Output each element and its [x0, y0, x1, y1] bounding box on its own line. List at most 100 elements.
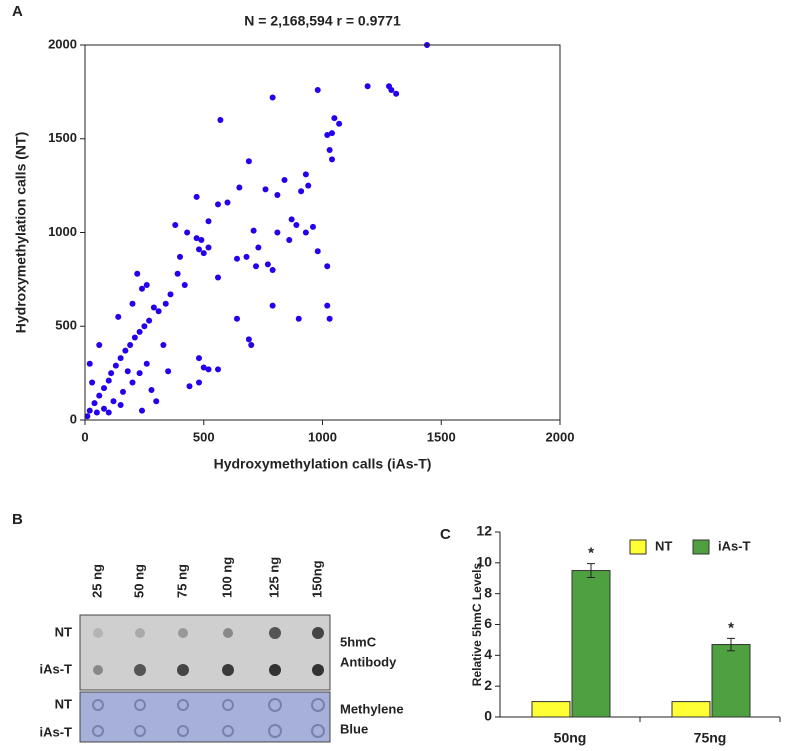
point	[136, 328, 143, 335]
y-tick-label: 0	[70, 411, 77, 426]
point	[298, 188, 305, 195]
point	[120, 388, 126, 395]
point	[250, 227, 257, 234]
point	[184, 229, 191, 236]
y-tick-label: 6	[484, 615, 492, 631]
point	[281, 177, 288, 183]
row-label: NT	[55, 696, 72, 711]
point	[96, 342, 103, 348]
chart-title: N = 2,168,594 r = 0.9771	[244, 13, 401, 29]
point	[224, 199, 231, 206]
point	[196, 355, 202, 362]
point	[115, 313, 122, 320]
point	[196, 379, 202, 386]
point	[117, 402, 124, 408]
point	[274, 229, 281, 236]
panel-letter: B	[12, 511, 23, 528]
point	[129, 379, 136, 386]
point	[314, 248, 321, 255]
legend-label: iAs-T	[718, 538, 751, 553]
point	[293, 222, 300, 228]
point	[288, 216, 295, 223]
point	[112, 362, 119, 369]
point	[200, 250, 207, 257]
point	[329, 130, 335, 137]
point	[205, 218, 212, 225]
point	[324, 302, 331, 309]
point	[269, 267, 276, 273]
y-tick-label: 500	[55, 318, 77, 333]
x-tick-label: 500	[193, 429, 215, 444]
point	[217, 117, 224, 123]
point	[117, 355, 124, 362]
y-tick-label: 0	[484, 708, 492, 724]
point	[101, 405, 107, 412]
x-tick-label: 0	[81, 429, 88, 444]
point	[155, 308, 162, 315]
y-axis-label: Hydroxymethylation calls (NT)	[13, 132, 29, 334]
point	[205, 244, 212, 251]
point	[200, 364, 207, 371]
error-bar	[727, 637, 735, 652]
point	[162, 300, 169, 307]
panel-letter: A	[12, 3, 23, 20]
point	[108, 370, 115, 377]
point	[101, 385, 107, 392]
y-tick-label: 8	[484, 584, 492, 600]
point	[96, 392, 103, 399]
x-tick-label: 75ng	[694, 730, 727, 746]
lane-label: 75 ng	[174, 564, 189, 598]
legend-label: NT	[655, 538, 672, 553]
point	[262, 186, 269, 193]
lane-label: 25 ng	[89, 564, 104, 598]
point	[336, 120, 343, 127]
point	[129, 300, 136, 307]
point	[134, 270, 141, 277]
x-tick-label: 50ng	[554, 730, 587, 746]
point	[196, 246, 202, 253]
y-tick-label: 1000	[48, 224, 77, 239]
stain-dots	[92, 698, 325, 738]
y-tick-label: 4	[484, 646, 492, 662]
lane-label: 150ng	[309, 560, 324, 598]
point	[388, 87, 395, 93]
point	[146, 317, 153, 324]
point	[193, 235, 200, 242]
point	[310, 223, 316, 230]
point	[324, 132, 331, 138]
point	[165, 368, 172, 375]
point	[91, 400, 98, 407]
point	[127, 342, 134, 348]
point	[139, 285, 145, 292]
lane-label: 50 ng	[131, 564, 146, 598]
point	[89, 379, 96, 386]
plot-frame	[84, 44, 561, 421]
point	[193, 193, 200, 200]
point	[264, 261, 271, 268]
point	[364, 83, 371, 90]
blot-label: Methylene	[340, 701, 404, 716]
point	[198, 237, 205, 243]
point	[186, 383, 193, 390]
point	[302, 171, 309, 178]
row-label: iAs-T	[40, 724, 73, 739]
blot-label: Blue	[340, 721, 368, 736]
x-tick-label: 1000	[308, 429, 337, 444]
point	[215, 201, 221, 208]
legend-swatch	[692, 539, 710, 555]
point	[177, 253, 183, 260]
point	[167, 291, 174, 298]
point	[326, 147, 333, 153]
point	[236, 184, 243, 191]
point	[329, 156, 335, 163]
legend-swatch	[629, 539, 647, 555]
point	[248, 342, 255, 348]
point	[215, 274, 221, 281]
bar	[531, 701, 571, 718]
blot-label: Antibody	[340, 654, 397, 669]
point	[302, 229, 309, 236]
y-tick-label: 12	[476, 523, 492, 539]
point	[253, 263, 259, 270]
point	[269, 302, 276, 309]
